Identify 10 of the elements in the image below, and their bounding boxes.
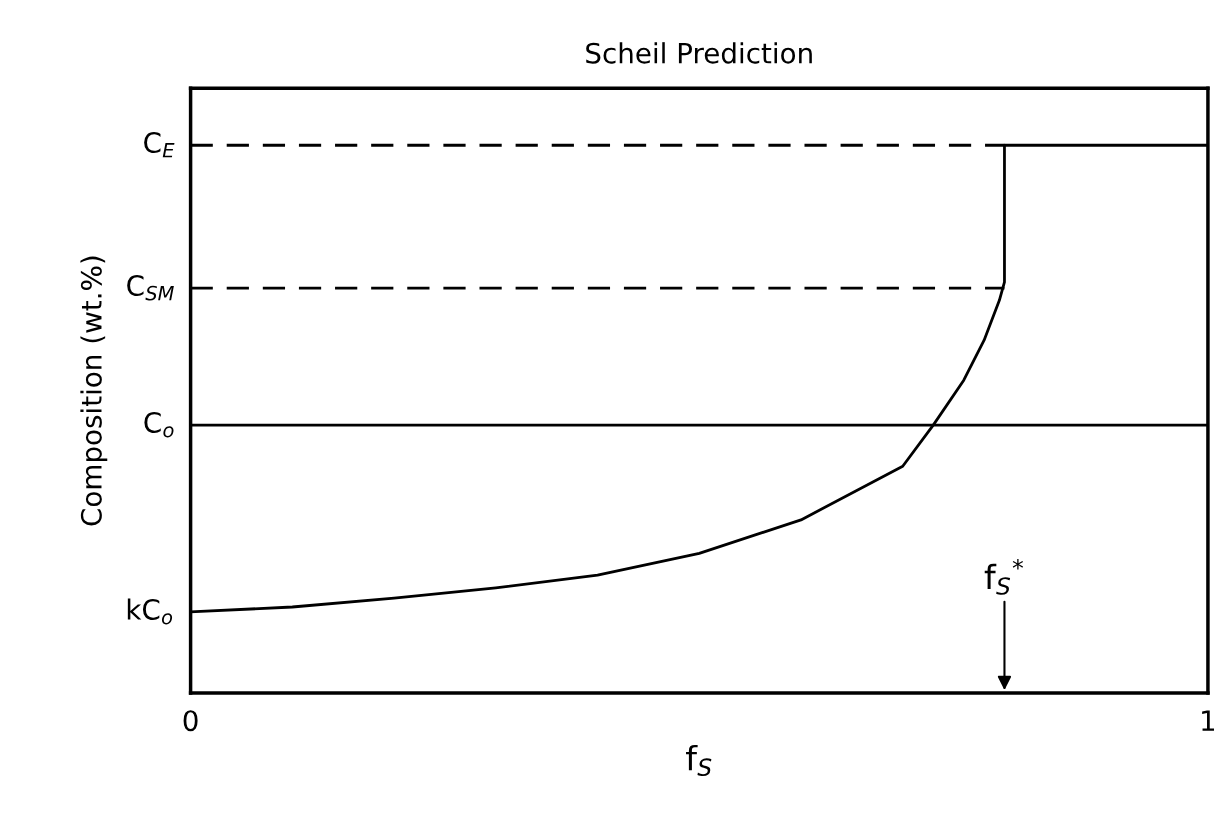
annotation: kC$_{o}$ xyxy=(127,598,173,625)
series-label: C$_{o}$ xyxy=(144,411,174,438)
y-axis-title: Composition (wt.%) xyxy=(80,256,108,526)
chart-title: Scheil Prediction xyxy=(586,42,812,64)
x-axis-title: f$_{S}$ xyxy=(686,744,712,777)
series-label: C$_{SM}$ xyxy=(127,275,174,301)
x-tick-label: 1 xyxy=(1202,710,1214,731)
x-tick-label: 0 xyxy=(183,710,198,732)
series-label: C$_{E}$ xyxy=(144,132,175,158)
annotation: f$_{S}$$^{*}$ xyxy=(984,558,1024,595)
